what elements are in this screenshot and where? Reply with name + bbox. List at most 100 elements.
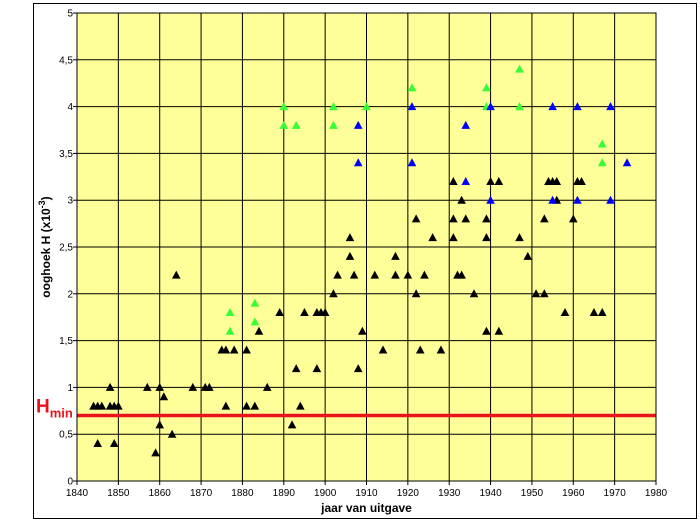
data-point: [449, 176, 458, 185]
data-point: [606, 102, 615, 111]
data-point: [391, 270, 400, 279]
data-point: [494, 176, 504, 185]
data-point: [378, 345, 388, 354]
data-point: [515, 64, 524, 73]
x-axis-ticks: 1840 1850 1860 1870 1880 1890 1900 1910 1920 1930…: [66, 481, 668, 499]
data-point: [262, 382, 272, 391]
data-point: [362, 102, 371, 111]
data-point: [279, 120, 289, 129]
data-point: [171, 270, 181, 279]
data-points: [89, 64, 632, 457]
data-point: [457, 270, 466, 279]
data-point: [287, 420, 297, 429]
x-tick-label: 1950: [521, 488, 544, 499]
data-point: [151, 448, 160, 457]
data-point: [345, 233, 355, 242]
data-point: [597, 158, 607, 167]
data-point: [353, 158, 363, 167]
data-point: [403, 270, 413, 279]
x-tick-label: 1890: [273, 488, 296, 499]
data-point: [461, 176, 471, 185]
y-axis-label: ooghoek H (x10-3): [37, 196, 53, 297]
data-point: [358, 326, 367, 335]
data-point: [548, 102, 557, 111]
data-point: [320, 308, 330, 317]
data-point: [221, 345, 231, 354]
y-tick-label: 2,5: [59, 243, 73, 254]
data-point: [515, 102, 524, 111]
data-point: [415, 345, 425, 354]
data-point: [469, 289, 479, 298]
data-point: [353, 120, 363, 129]
data-point: [540, 214, 549, 223]
data-point: [531, 289, 541, 298]
x-tick-label: 1860: [149, 488, 172, 499]
data-point: [494, 326, 504, 335]
data-point: [291, 364, 301, 373]
data-point: [329, 120, 338, 129]
data-point: [523, 251, 533, 260]
x-tick-label: 1920: [397, 488, 420, 499]
x-tick-label: 1930: [438, 488, 461, 499]
x-tick-label: 1880: [231, 488, 254, 499]
data-point: [109, 439, 119, 448]
x-tick-label: 1840: [66, 488, 89, 499]
data-point: [370, 270, 380, 279]
data-point: [548, 195, 557, 204]
y-axis-label-exponent: -3: [37, 200, 47, 208]
data-point: [333, 270, 342, 279]
data-point: [461, 120, 471, 129]
data-point: [573, 195, 582, 204]
data-point: [114, 401, 123, 410]
data-point: [411, 289, 421, 298]
y-tick-label: 0: [67, 477, 73, 488]
y-tick-label: 3,5: [59, 149, 73, 160]
x-tick-label: 1970: [604, 488, 627, 499]
data-point: [105, 382, 115, 391]
data-point: [229, 345, 239, 354]
x-tick-label: 1940: [479, 488, 502, 499]
data-point: [188, 382, 198, 391]
data-point: [205, 382, 214, 391]
data-point: [552, 176, 562, 185]
data-point: [143, 382, 152, 391]
data-point: [225, 308, 235, 317]
data-point: [449, 214, 458, 223]
y-tick-label: 2: [67, 289, 73, 300]
data-point: [420, 270, 429, 279]
data-point: [486, 195, 495, 204]
data-point: [436, 345, 446, 354]
data-point: [300, 308, 309, 317]
data-point: [291, 120, 301, 129]
data-point: [573, 102, 582, 111]
x-axis-label: jaar van uitgave: [320, 501, 412, 515]
y-tick-label: 4,5: [59, 55, 73, 66]
data-point: [407, 158, 417, 167]
data-point: [312, 364, 322, 373]
data-point: [225, 326, 235, 335]
data-point: [482, 83, 491, 92]
y-tick-label: 4: [67, 102, 73, 113]
data-point: [349, 270, 359, 279]
x-tick-label: 1900: [314, 488, 337, 499]
x-tick-label: 1850: [107, 488, 130, 499]
x-tick-label: 1960: [562, 488, 585, 499]
data-point: [254, 326, 264, 335]
data-point: [167, 429, 177, 438]
series-2: [225, 64, 607, 335]
hmin-label-subscript: min: [50, 405, 73, 420]
data-point: [482, 233, 491, 242]
y-tick-label: 5: [67, 9, 73, 20]
data-point: [353, 364, 363, 373]
data-point: [428, 233, 437, 242]
data-point: [296, 401, 305, 410]
data-point: [486, 176, 495, 185]
data-point: [279, 102, 289, 111]
data-point: [329, 102, 338, 111]
data-point: [540, 289, 549, 298]
data-point: [577, 176, 586, 185]
data-point: [560, 308, 570, 317]
data-point: [329, 289, 338, 298]
data-point: [391, 251, 400, 260]
